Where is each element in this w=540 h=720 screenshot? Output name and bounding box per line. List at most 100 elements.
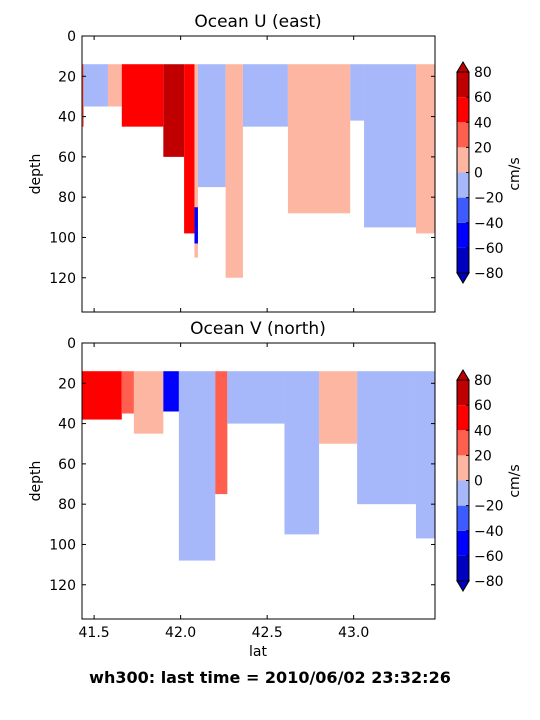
v-ylabel: depth	[28, 461, 44, 502]
colorbar-segment	[457, 380, 469, 406]
contour-region	[357, 371, 416, 505]
contour-region	[415, 64, 435, 234]
colorbar-extend-min	[456, 272, 470, 284]
y-tick-label: 60	[58, 150, 76, 166]
contour-region	[284, 371, 320, 535]
contour-region	[83, 64, 108, 107]
contour-region	[319, 371, 358, 444]
colorbar-tick-label: −40	[474, 216, 504, 232]
colorbar-extend-max	[456, 369, 470, 381]
contour-fill-group	[82, 371, 435, 561]
v-plot-area: 0 20 40 60 80 100 120 41.5 42.0 42.5 43.0	[49, 336, 436, 641]
v-colorbar-label: cm/s	[507, 464, 523, 497]
contour-fill-group	[82, 64, 435, 278]
contour-region	[163, 371, 179, 412]
colorbar-segment	[457, 172, 469, 198]
y-tick-label: 100	[49, 230, 76, 246]
contour-region	[194, 207, 198, 244]
colorbar-segment	[457, 555, 469, 581]
colorbar-tick-label: 80	[474, 373, 492, 389]
colorbar-tick-label: −20	[474, 499, 504, 515]
colorbar-segment	[457, 147, 469, 173]
contour-region	[287, 64, 351, 214]
u-colorbar-label: cm/s	[507, 157, 523, 190]
y-tick-label: 60	[58, 457, 76, 473]
plot-frame	[81, 35, 436, 313]
colorbar-segment	[457, 455, 469, 481]
x-tick-label: 41.5	[79, 625, 110, 641]
y-tick-label: 20	[58, 69, 76, 85]
contour-region	[194, 64, 198, 258]
colorbar-segment	[457, 122, 469, 148]
v-panel-title: Ocean V (north)	[190, 319, 326, 339]
contour-region	[163, 64, 185, 157]
x-tick-label: 43.0	[338, 625, 369, 641]
x-tick-label: 42.5	[252, 625, 283, 641]
y-tick-label: 80	[58, 190, 76, 206]
contour-region	[415, 371, 435, 539]
plot-frame	[81, 342, 436, 620]
contour-region	[82, 371, 122, 420]
contour-region	[178, 371, 216, 561]
y-tick-label: 120	[49, 271, 76, 287]
v-xlabel: lat	[249, 644, 267, 660]
contour-region	[225, 64, 243, 278]
colorbar-extend-min	[456, 580, 470, 592]
colorbar-tick-label: −60	[474, 549, 504, 565]
colorbar-tick-label: −80	[474, 266, 504, 282]
y-tick-label: 40	[58, 417, 76, 433]
colorbar-segment	[457, 530, 469, 556]
contour-region	[364, 64, 416, 228]
colorbar-segment	[457, 480, 469, 506]
figure-caption: wh300: last time = 2010/06/02 23:32:26	[89, 668, 451, 687]
colorbar-tick-label: 80	[474, 65, 492, 81]
colorbar-extend-max	[456, 61, 470, 73]
colorbar-tick-label: 60	[474, 90, 492, 106]
v-panel: Ocean V (north) 0 20 40 60 80 100 120 41.5 42.0 4…	[28, 319, 523, 660]
contour-region	[350, 64, 365, 121]
colorbar-tick-label: 20	[474, 140, 492, 156]
colorbar-segment	[457, 222, 469, 248]
u-colorbar: 80 60 40 20 0 −20 −40 −60 −80	[456, 61, 504, 284]
colorbar-segment	[457, 505, 469, 531]
contour-region	[82, 64, 84, 127]
y-tick-label: 80	[58, 497, 76, 513]
colorbar-tick-label: 60	[474, 398, 492, 414]
y-tick-label: 0	[67, 29, 76, 45]
v-colorbar: 80 60 40 20 0 −20 −40 −60 −80	[456, 369, 504, 592]
contour-region	[121, 64, 164, 127]
contour-region	[121, 371, 134, 414]
colorbar-segment	[457, 97, 469, 123]
colorbar-tick-label: −40	[474, 524, 504, 540]
u-ylabel: depth	[28, 154, 44, 195]
u-plot-area: 0 20 40 60 80 100 120	[49, 29, 436, 313]
contour-region	[197, 64, 226, 188]
colorbar-segment	[457, 247, 469, 273]
colorbar-tick-label: −20	[474, 191, 504, 207]
contour-region	[184, 64, 195, 234]
u-panel: Ocean U (east) 0 20 40 60 80 100 120 depth 80 6…	[28, 12, 523, 313]
u-panel-title: Ocean U (east)	[194, 12, 321, 32]
y-tick-label: 100	[49, 537, 76, 553]
x-tick-label: 42.0	[165, 625, 196, 641]
colorbar-tick-label: 40	[474, 115, 492, 131]
y-tick-label: 40	[58, 110, 76, 126]
colorbar-segment	[457, 430, 469, 456]
contour-region	[107, 64, 122, 107]
colorbar-segment	[457, 405, 469, 431]
colorbar-tick-label: 40	[474, 423, 492, 439]
colorbar-tick-label: 0	[474, 166, 483, 182]
colorbar-tick-label: 0	[474, 474, 483, 490]
y-tick-label: 0	[67, 336, 76, 352]
colorbar-tick-label: −60	[474, 241, 504, 257]
contour-region	[242, 64, 288, 127]
contour-region	[133, 371, 164, 434]
colorbar-tick-label: −80	[474, 574, 504, 590]
y-tick-label: 20	[58, 376, 76, 392]
colorbar-segment	[457, 72, 469, 98]
colorbar-tick-label: 20	[474, 448, 492, 464]
contour-region	[227, 371, 285, 424]
contour-region	[215, 371, 228, 495]
y-tick-label: 120	[49, 578, 76, 594]
